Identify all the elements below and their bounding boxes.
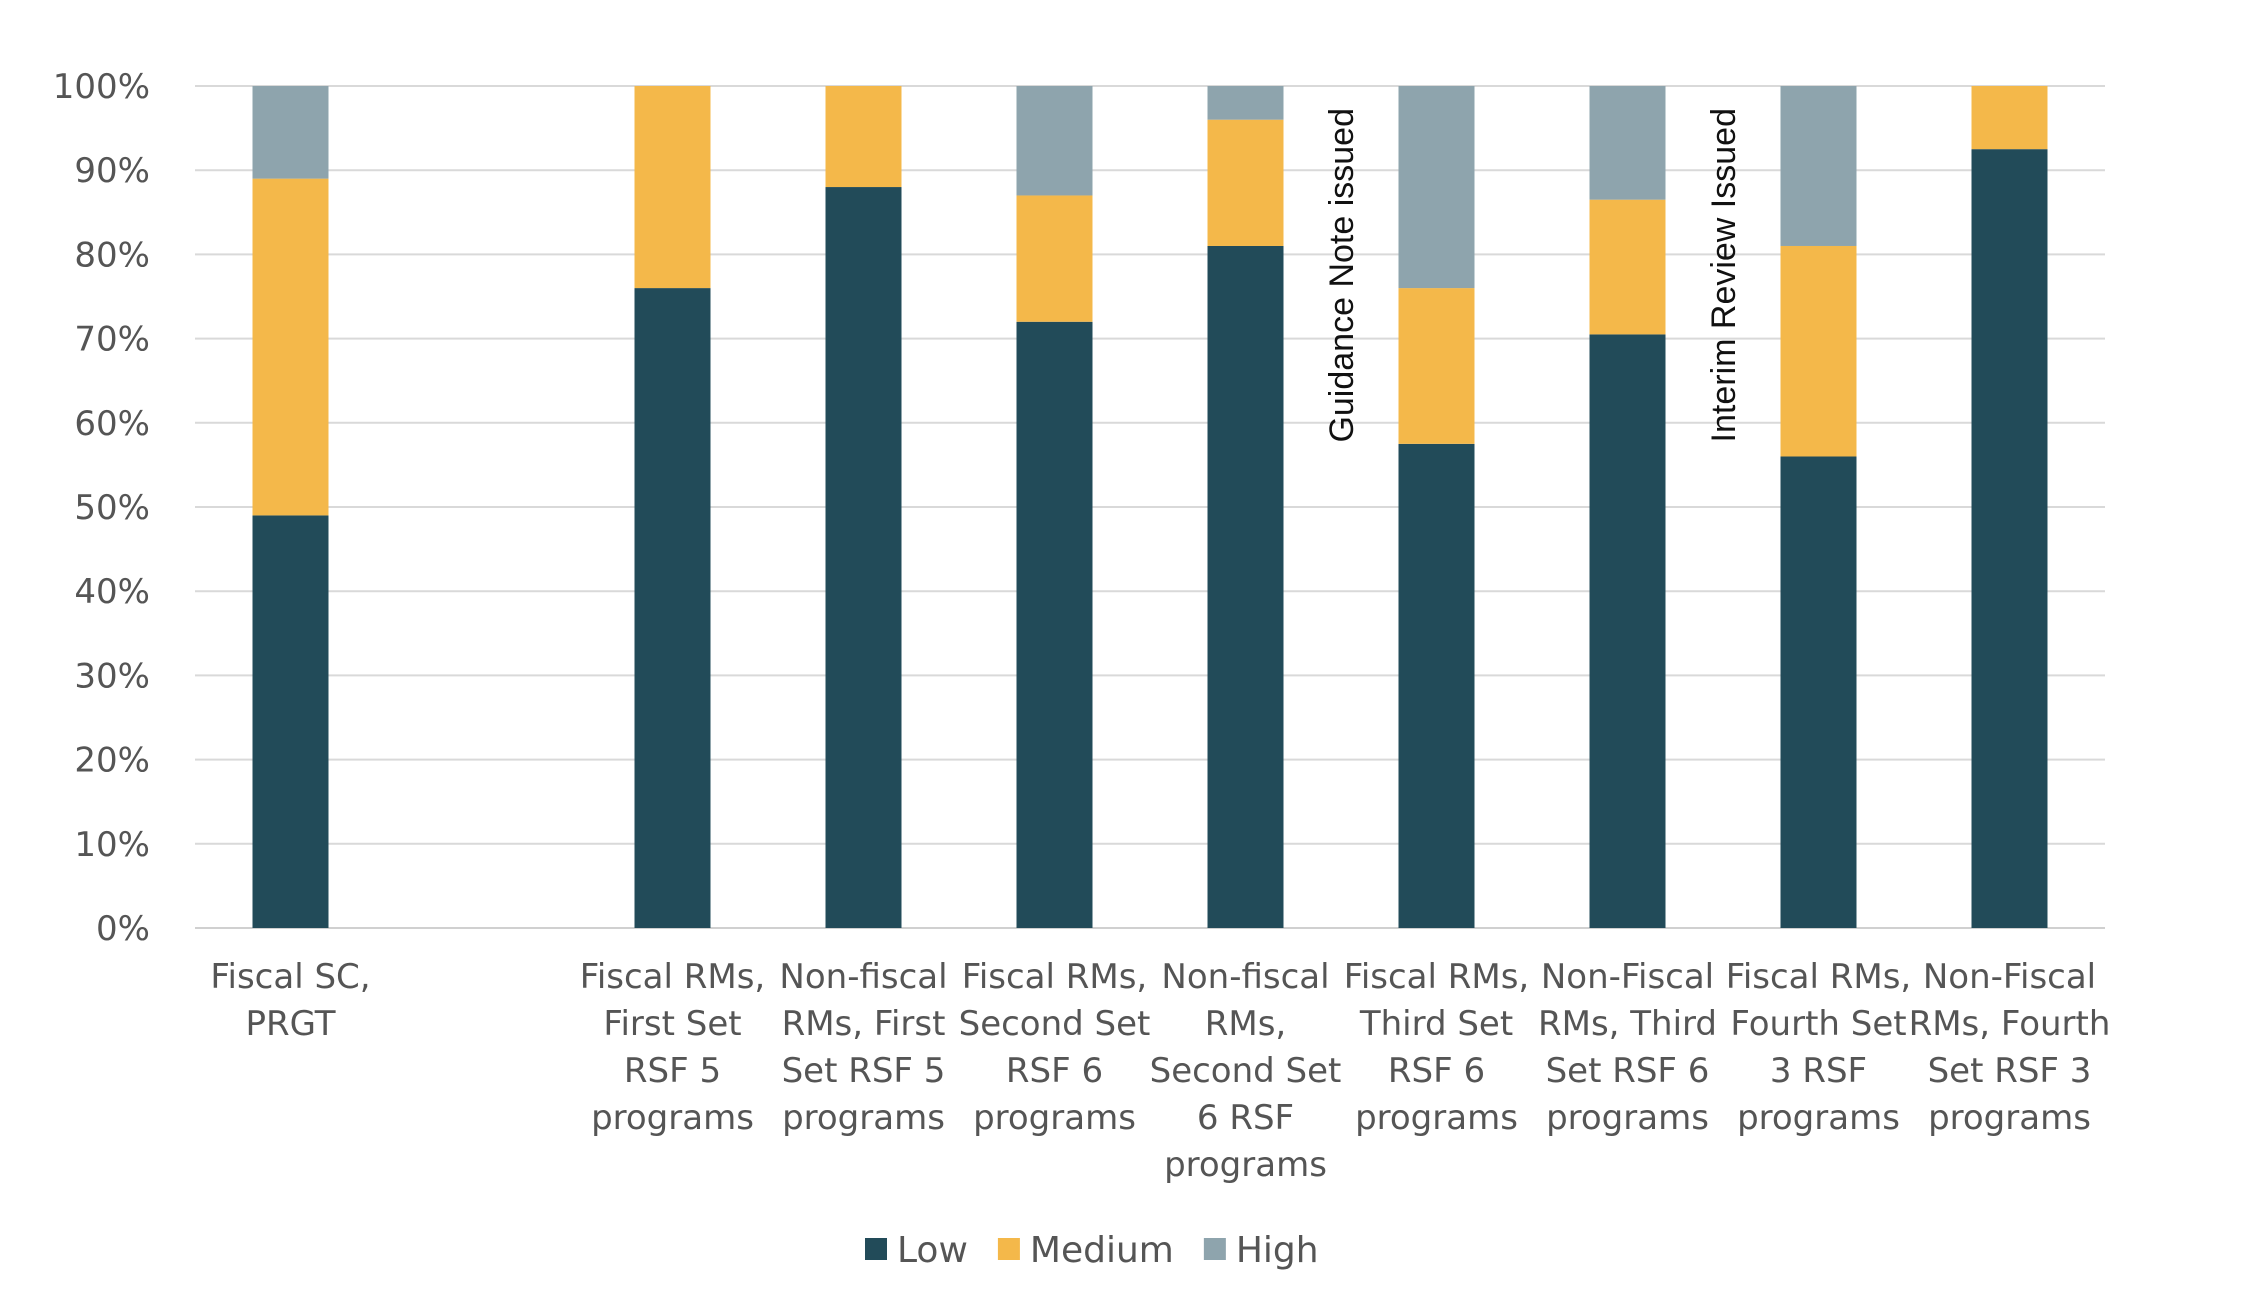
bar-segment-low (1207, 245, 1284, 929)
bar-segment-high (1780, 86, 1857, 246)
bar-segment-medium (1207, 119, 1284, 246)
bar-segment-low (1780, 456, 1857, 928)
bar-segment-medium (1971, 86, 2048, 150)
y-axis: 0% 10% 20% 30% 40% 50% 60% 70% 80% 90% 100% (53, 67, 150, 949)
x-category-label: Non-fiscal RMs, Second Set 6 RSF programs (1150, 957, 1342, 1185)
bar-segment-medium (634, 86, 711, 289)
legend-label-high: High (1236, 1230, 1319, 1271)
bar-segment-medium (1398, 288, 1475, 444)
x-category-label: Fiscal RMs, Fourth Set 3 RSF programs (1726, 957, 1912, 1138)
bar-segment-medium (825, 86, 902, 188)
legend-label-low: Low (897, 1230, 968, 1271)
x-category-label: Fiscal SC, PRGT (210, 957, 370, 1044)
x-category-label: Non-Fiscal RMs, Third Set RSF 6 programs (1538, 957, 1717, 1138)
y-tick-label: 20% (74, 741, 150, 781)
y-tick-label: 10% (74, 825, 150, 865)
bars (252, 86, 2048, 929)
x-category-label: Fiscal RMs, Second Set RSF 6 programs (959, 957, 1151, 1138)
bar-segment-low (1016, 321, 1093, 928)
bar-segment-medium (252, 178, 329, 516)
bar-segment-high (1589, 86, 1666, 200)
y-tick-label: 0% (96, 909, 150, 949)
y-tick-label: 30% (74, 656, 150, 696)
bar-segment-high (1016, 86, 1093, 196)
x-category-label: Non-Fiscal RMs, Fourth Set RSF 3 programs (1909, 957, 2111, 1138)
y-tick-label: 60% (74, 404, 150, 444)
annotations: Guidance Note issued Interim Review Issue… (1323, 108, 1743, 443)
legend-swatch-low (865, 1238, 887, 1260)
bar-segment-medium (1589, 199, 1666, 335)
legend: Low Medium High (865, 1230, 1319, 1271)
x-category-label: Non-fiscal RMs, First Set RSF 5 programs (779, 957, 947, 1138)
x-category-label: Fiscal RMs, Third Set RSF 6 programs (1344, 957, 1530, 1138)
legend-swatch-medium (997, 1238, 1020, 1260)
y-tick-label: 100% (53, 67, 150, 107)
annotation-label: Interim Review Issued (1705, 108, 1743, 442)
bar-segment-low (1398, 443, 1475, 928)
bar-segment-medium (1780, 245, 1857, 457)
bar-segment-low (252, 515, 329, 928)
bar-segment-low (1971, 149, 2048, 928)
y-tick-label: 80% (74, 235, 150, 275)
annotation-label: Guidance Note issued (1323, 108, 1361, 443)
y-tick-label: 90% (74, 151, 150, 191)
bar-segment-low (825, 187, 902, 929)
bar-segment-medium (1016, 195, 1093, 322)
bar-segment-high (1398, 86, 1475, 289)
x-category-label: Fiscal RMs, First Set RSF 5 programs (580, 957, 766, 1138)
y-tick-label: 40% (74, 572, 150, 612)
bar-segment-low (634, 288, 711, 929)
bar-segment-high (252, 86, 329, 179)
bar-segment-high (1207, 86, 1284, 120)
legend-label-medium: Medium (1030, 1230, 1174, 1271)
bar-segment-low (1589, 334, 1666, 928)
y-tick-label: 50% (74, 488, 150, 528)
legend-swatch-high (1203, 1238, 1226, 1260)
y-tick-label: 70% (74, 320, 150, 360)
